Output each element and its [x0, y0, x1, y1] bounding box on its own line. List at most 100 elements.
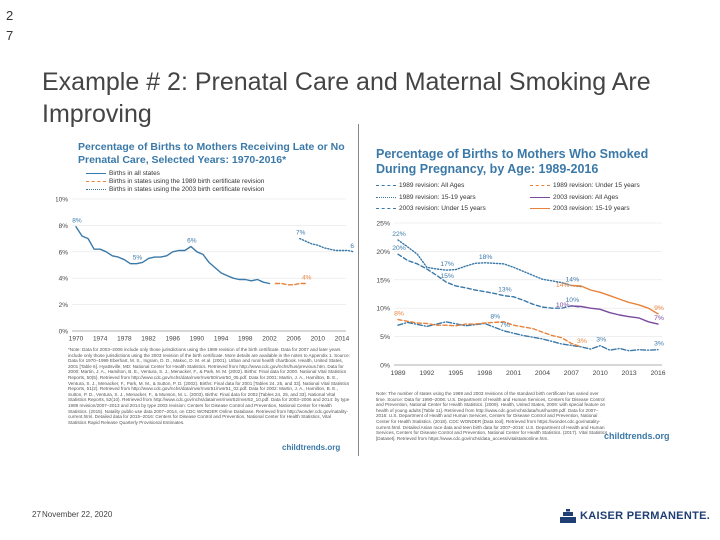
data-label: 3%	[577, 338, 587, 345]
data-label: 6%	[187, 238, 197, 245]
y-tick-label: 20%	[376, 249, 390, 256]
legend-swatch	[376, 196, 396, 198]
right-chart-note: Note: The number of states using the 198…	[376, 391, 608, 441]
data-label: 5%	[133, 255, 143, 262]
y-tick-label: 25%	[376, 221, 390, 228]
x-tick-label: 1989	[390, 370, 405, 377]
panel-divider	[358, 124, 359, 456]
left-legend-item: Births in states using the 2003 birth ce…	[86, 186, 264, 193]
legend-label: 2003 revision: All Ages	[553, 194, 619, 201]
legend-swatch	[86, 180, 106, 182]
x-tick-label: 2014	[335, 336, 350, 343]
legend-swatch	[530, 196, 550, 198]
legend-label: Births in states using the 2003 birth ce…	[109, 186, 265, 193]
data-label: 4%	[302, 274, 312, 281]
data-label: 8%	[490, 313, 500, 320]
kaiser-logo: KAISER PERMANENTE.	[560, 506, 710, 526]
x-tick-label: 2001	[506, 370, 521, 377]
corner-line-1: 2	[6, 8, 14, 23]
right-brand-text: childtrends.org	[604, 431, 670, 441]
y-tick-label: 4%	[59, 276, 69, 283]
right-legend-item: 1989 revision: Under 15 years	[530, 182, 640, 189]
series-line	[570, 284, 659, 315]
x-tick-label: 2010	[593, 370, 608, 377]
data-label: 14%	[556, 282, 570, 289]
left-chart-panel: Percentage of Births to Mothers Receivin…	[56, 135, 354, 460]
legend-swatch	[376, 207, 396, 209]
x-tick-label: 2016	[650, 370, 665, 377]
slide-corner-number: 2 7	[6, 6, 13, 46]
y-tick-label: 10%	[56, 197, 68, 204]
data-label: 10%	[566, 297, 580, 304]
right-legend-item: 2003 revision: All Ages	[530, 194, 618, 201]
x-tick-label: 1995	[448, 370, 463, 377]
x-tick-label: 1978	[117, 336, 132, 343]
legend-swatch	[376, 184, 396, 186]
left-chart-plot: 0% 2% 4% 6% 8% 10% 1970 1974 1978 1982 1986 1990 199…	[56, 197, 354, 343]
y-tick-label: 10%	[376, 306, 390, 313]
data-label: 7%	[654, 315, 664, 322]
data-label: 3%	[596, 337, 606, 344]
x-tick-label: 2004	[535, 370, 550, 377]
right-legend-item: 2003 revision: 15-19 years	[530, 205, 630, 212]
y-tick-label: 6%	[59, 249, 69, 256]
series-line	[397, 239, 582, 288]
x-tick-label: 1970	[69, 336, 84, 343]
left-legend-item: Births in all states	[86, 170, 160, 177]
right-legend-item: 1989 revision: All Ages	[376, 182, 464, 189]
footer-page-number: 27	[32, 510, 41, 519]
data-label: 10%	[556, 302, 570, 309]
x-tick-label: 1974	[93, 336, 108, 343]
data-label: 18%	[479, 254, 493, 261]
series-line	[397, 253, 582, 309]
right-chart-panel: Percentage of Births to Mothers Who Smok…	[370, 143, 676, 453]
footer-date: November 22, 2020	[42, 510, 113, 519]
legend-swatch	[530, 207, 550, 209]
data-label: 13%	[498, 287, 512, 294]
data-label: 17%	[440, 261, 454, 268]
left-brand-text: childtrends.org	[282, 443, 341, 452]
data-label: 7%	[500, 322, 510, 329]
y-tick-label: 8%	[59, 223, 69, 230]
legend-label: 2003 revision: 15-19 years	[553, 205, 630, 212]
kaiser-logo-icon	[560, 509, 576, 523]
x-tick-label: 1982	[141, 336, 156, 343]
data-label: 7%	[296, 230, 306, 237]
y-tick-label: 0%	[59, 329, 69, 336]
right-legend-item: 1989 revision: 15-19 years	[376, 194, 476, 201]
right-chart-title: Percentage of Births to Mothers Who Smok…	[376, 147, 649, 176]
data-label: 9%	[654, 305, 664, 312]
data-label: 8%	[72, 218, 82, 225]
data-label: 22%	[392, 231, 406, 238]
kaiser-logo-text: KAISER PERMANENTE.	[580, 510, 711, 522]
series-line	[274, 282, 307, 286]
legend-label: 2003 revision: Under 15 years	[399, 205, 486, 212]
x-tick-label: 2006	[286, 336, 301, 343]
right-legend-item: 2003 revision: Under 15 years	[376, 205, 486, 212]
series-line	[570, 305, 659, 325]
series-line	[397, 321, 659, 352]
data-label: 6%	[350, 243, 354, 250]
slide-title: Example # 2: Prenatal Care and Maternal …	[42, 68, 651, 128]
left-chart-note: *Note: Data for 2003–2006 include only t…	[68, 347, 350, 425]
legend-swatch	[530, 184, 550, 186]
left-chart-title: Percentage of Births to Mothers Receivin…	[78, 141, 345, 166]
x-tick-label: 2002	[262, 336, 277, 343]
legend-label: 1989 revision: 15-19 years	[399, 194, 476, 201]
corner-line-2: 7	[6, 28, 14, 43]
y-tick-label: 15%	[376, 277, 390, 284]
left-legend-item: Births in states using the 1989 birth ce…	[86, 178, 264, 185]
legend-swatch	[86, 188, 106, 190]
data-label: 3%	[654, 341, 664, 348]
series-line	[298, 237, 354, 253]
x-tick-label: 1990	[190, 336, 205, 343]
x-tick-label: 2007	[564, 370, 579, 377]
series-line	[75, 226, 271, 285]
data-label: 20%	[392, 245, 406, 252]
legend-swatch	[86, 172, 106, 174]
x-tick-label: 2010	[311, 336, 326, 343]
y-tick-label: 0%	[380, 363, 390, 370]
data-label: 8%	[394, 311, 404, 318]
x-tick-label: 1994	[214, 336, 229, 343]
x-tick-label: 2013	[622, 370, 637, 377]
